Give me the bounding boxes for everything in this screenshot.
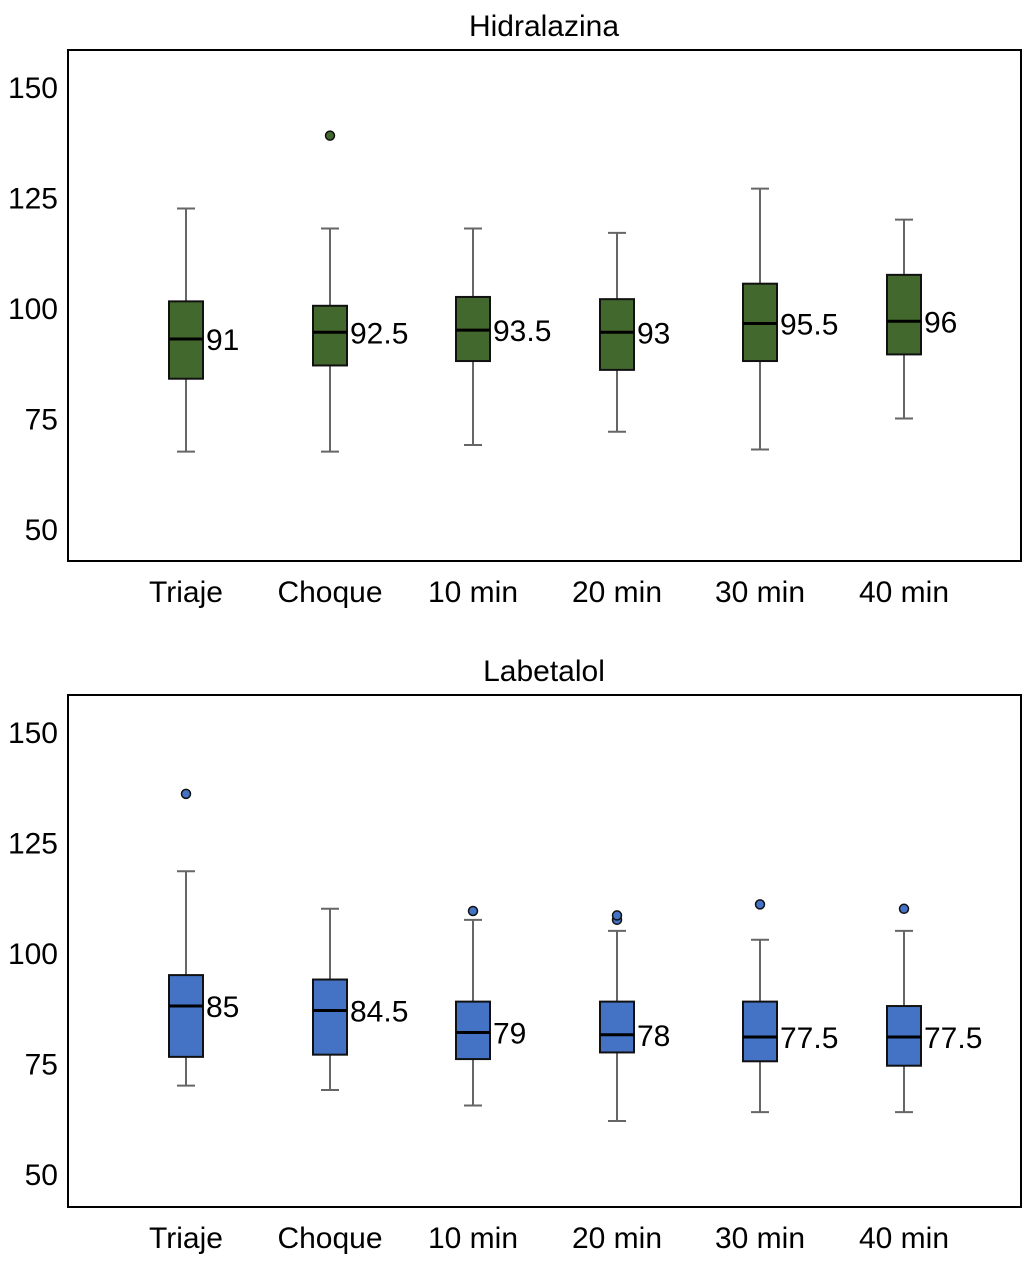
- box-choque: 92.5: [312, 130, 408, 453]
- plot-frame: [67, 49, 1022, 562]
- outlier-point: [324, 130, 336, 141]
- box-10-min: 93.5: [455, 227, 551, 447]
- outlier-point: [467, 905, 479, 917]
- x-tick-label: 30 min: [715, 1222, 805, 1255]
- outlier-point: [754, 899, 766, 910]
- outlier-point: [898, 903, 910, 915]
- y-tick-label: 75: [25, 1049, 58, 1082]
- iqr-box: [312, 304, 348, 367]
- box-10-min: 79: [455, 905, 526, 1107]
- y-tick-label: 75: [25, 404, 58, 437]
- box-40-min: 96: [886, 218, 957, 420]
- median-label: 77.5: [780, 1022, 838, 1055]
- iqr-box: [599, 1000, 635, 1054]
- y-tick-label: 100: [8, 293, 58, 326]
- y-tick-label: 100: [8, 938, 58, 971]
- box-40-min: 77.5: [886, 903, 982, 1114]
- y-tick-label: 50: [25, 1159, 58, 1192]
- iqr-box: [599, 298, 635, 371]
- box-triaje: 91: [168, 207, 239, 453]
- outlier-point: [611, 910, 623, 921]
- y-tick-label: 125: [8, 828, 58, 861]
- x-tick-label: 20 min: [572, 576, 662, 609]
- iqr-box: [312, 978, 348, 1056]
- median-label: 79: [493, 1018, 526, 1051]
- median-label: 92.5: [350, 317, 408, 350]
- box-triaje: 85: [168, 788, 239, 1087]
- median-label: 85: [206, 991, 239, 1024]
- y-tick-label: 50: [25, 514, 58, 547]
- x-tick-label: Choque: [277, 576, 382, 609]
- y-tick-label: 125: [8, 183, 58, 216]
- median-label: 93.5: [493, 315, 551, 348]
- median-label: 91: [206, 324, 239, 357]
- median-label: 93: [637, 317, 670, 350]
- box-30-min: 95.5: [742, 187, 838, 451]
- chart-title: Hidralazina: [469, 10, 619, 43]
- median-label: 77.5: [924, 1022, 982, 1055]
- x-tick-label: 30 min: [715, 576, 805, 609]
- x-tick-label: 10 min: [428, 576, 518, 609]
- median-label: 96: [924, 306, 957, 339]
- box-choque: 84.5: [312, 907, 408, 1092]
- x-tick-label: Triaje: [149, 1222, 223, 1255]
- x-tick-label: 20 min: [572, 1222, 662, 1255]
- x-tick-label: Triaje: [149, 576, 223, 609]
- box-20-min: 93: [599, 231, 670, 433]
- y-tick-label: 150: [8, 717, 58, 750]
- iqr-box: [455, 1000, 491, 1061]
- iqr-box: [168, 974, 204, 1058]
- median-label: 78: [637, 1020, 670, 1053]
- box-20-min: 78: [599, 910, 670, 1122]
- x-tick-label: 10 min: [428, 1222, 518, 1255]
- hidralazina-panel: Hidralazina 50 75 100 125 150 Triaje Choque 10 …: [8, 10, 1022, 609]
- y-tick-label: 150: [8, 72, 58, 105]
- x-tick-label: Choque: [277, 1222, 382, 1255]
- median-label: 84.5: [350, 995, 408, 1028]
- x-tick-label: 40 min: [859, 576, 949, 609]
- iqr-box: [886, 273, 922, 356]
- median-label: 95.5: [780, 308, 838, 341]
- box-30-min: 77.5: [742, 899, 838, 1114]
- labetalol-panel: Labetalol 50 75 100 125 150 Triaje Choque 10 mi…: [8, 655, 1022, 1255]
- chart-title: Labetalol: [483, 655, 605, 688]
- iqr-box: [742, 1000, 778, 1063]
- plot-frame: [67, 694, 1022, 1208]
- outlier-point: [180, 788, 192, 800]
- x-tick-label: 40 min: [859, 1222, 949, 1255]
